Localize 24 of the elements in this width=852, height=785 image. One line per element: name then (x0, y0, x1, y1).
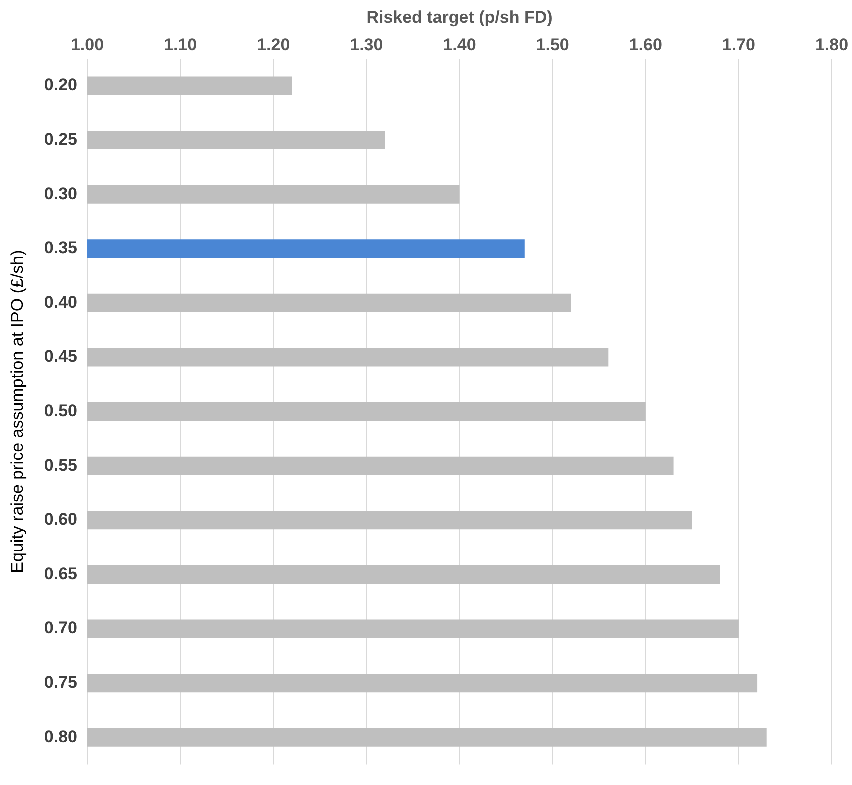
x-tick-label: 1.00 (70, 35, 104, 54)
x-tick-label: 1.80 (815, 35, 849, 54)
x-axis-title: Risked target (p/sh FD) (366, 8, 553, 27)
x-tick-label: 1.10 (164, 35, 198, 54)
y-tick-label: 0.50 (44, 401, 78, 420)
y-tick-label: 0.35 (44, 238, 78, 258)
y-tick-label: 0.60 (44, 510, 78, 530)
y-tick-label: 0.45 (44, 347, 78, 366)
x-tick-label: 1.60 (629, 35, 662, 54)
x-tick-label: 1.70 (722, 35, 756, 54)
y-tick-label: 0.20 (44, 76, 78, 95)
y-axis-title: Equity raise price assumption at IPO (£/sh) (8, 250, 27, 574)
y-tick-label: 0.70 (44, 618, 78, 638)
y-tick-label: 0.75 (44, 673, 78, 692)
x-tick-label: 1.50 (536, 35, 570, 54)
y-tick-label: 0.30 (44, 184, 78, 204)
x-tick-label: 1.40 (443, 35, 476, 54)
x-tick-label: 1.20 (257, 35, 290, 54)
y-tick-label: 0.65 (44, 564, 78, 584)
y-tick-label: 0.25 (44, 130, 78, 149)
y-tick-label: 0.40 (44, 292, 78, 312)
y-tick-label: 0.55 (44, 456, 78, 475)
y-tick-label: 0.80 (44, 727, 78, 746)
x-tick-label: 1.30 (350, 35, 384, 54)
